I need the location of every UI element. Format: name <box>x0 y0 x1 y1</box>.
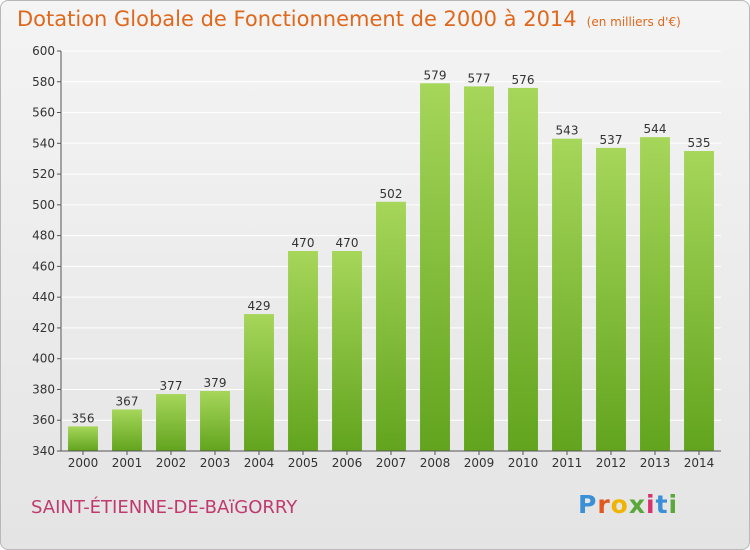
y-tick-label: 400 <box>32 352 55 366</box>
bar <box>332 251 362 451</box>
y-tick-label: 540 <box>32 136 55 150</box>
x-tick-label: 2010 <box>508 456 539 470</box>
commune-name: SAINT-ÉTIENNE-DE-BAïGORRY <box>31 497 298 518</box>
data-label: 544 <box>644 122 667 136</box>
x-tick-label: 2012 <box>596 456 627 470</box>
y-tick-label: 380 <box>32 382 55 396</box>
y-tick-label: 500 <box>32 198 55 212</box>
x-tick-label: 2011 <box>552 456 583 470</box>
y-tick-label: 440 <box>32 290 55 304</box>
logo-letter: i <box>646 490 656 519</box>
data-label: 367 <box>116 394 139 408</box>
bar <box>684 151 714 451</box>
axis-layer: 340 360 380 400 420 440 460 480 500 520 540 560 580 6… <box>32 44 721 470</box>
x-tick-label: 2007 <box>376 456 407 470</box>
bar <box>596 147 626 451</box>
y-tick-label: 460 <box>32 259 55 273</box>
bar <box>640 137 670 451</box>
y-tick-label: 480 <box>32 229 55 243</box>
data-label: 537 <box>600 133 623 147</box>
data-label: 429 <box>248 299 271 313</box>
data-label: 576 <box>512 73 535 87</box>
x-tick-label: 2000 <box>68 456 99 470</box>
bar <box>244 314 274 451</box>
bar-layer: 356 367 377 379 429 470 470 502 579 577 576 543 537 5… <box>68 68 714 452</box>
logo-letter: o <box>610 490 629 519</box>
logo-letter: r <box>597 490 611 519</box>
y-tick-label: 340 <box>32 444 55 458</box>
bar <box>376 201 406 451</box>
bar <box>288 251 318 451</box>
x-tick-label: 2005 <box>288 456 319 470</box>
chart-title: Dotation Globale de Fonctionnement de 20… <box>17 7 681 31</box>
y-tick-label: 600 <box>32 44 55 58</box>
x-tick-label: 2014 <box>684 456 715 470</box>
logo-letter: i <box>668 490 679 519</box>
logo-letter: t <box>655 490 669 519</box>
data-label: 502 <box>380 187 403 201</box>
data-label: 535 <box>688 136 711 150</box>
proxiti-logo: Proxiti <box>578 490 678 519</box>
x-tick-label: 2003 <box>200 456 231 470</box>
y-tick-label: 420 <box>32 321 55 335</box>
x-tick-label: 2013 <box>640 456 671 470</box>
x-tick-label: 2006 <box>332 456 363 470</box>
logo-letter: x <box>628 490 646 519</box>
x-tick-label: 2001 <box>112 456 143 470</box>
data-label: 377 <box>160 379 183 393</box>
y-tick-label: 560 <box>32 106 55 120</box>
y-tick-label: 520 <box>32 167 55 181</box>
data-label: 470 <box>292 236 315 250</box>
bar <box>464 86 494 451</box>
data-label: 356 <box>72 411 95 425</box>
x-tick-label: 2002 <box>156 456 187 470</box>
x-tick-label: 2009 <box>464 456 495 470</box>
bar <box>552 138 582 451</box>
bar <box>68 426 98 451</box>
bar <box>156 394 186 451</box>
bar <box>112 409 142 451</box>
data-label: 579 <box>424 68 447 82</box>
y-tick-label: 580 <box>32 75 55 89</box>
chart-unit: (en milliers d'€) <box>586 15 681 29</box>
logo-letter: P <box>578 490 598 519</box>
y-tick-label: 360 <box>32 413 55 427</box>
x-tick-label: 2004 <box>244 456 275 470</box>
bar <box>420 83 450 452</box>
data-label: 543 <box>556 124 579 138</box>
chart-title-text: Dotation Globale de Fonctionnement de 20… <box>17 7 577 31</box>
bar <box>200 391 230 451</box>
bar <box>508 87 538 451</box>
data-label: 379 <box>204 376 227 390</box>
data-label: 577 <box>468 71 491 85</box>
data-label: 470 <box>336 236 359 250</box>
x-tick-label: 2008 <box>420 456 451 470</box>
